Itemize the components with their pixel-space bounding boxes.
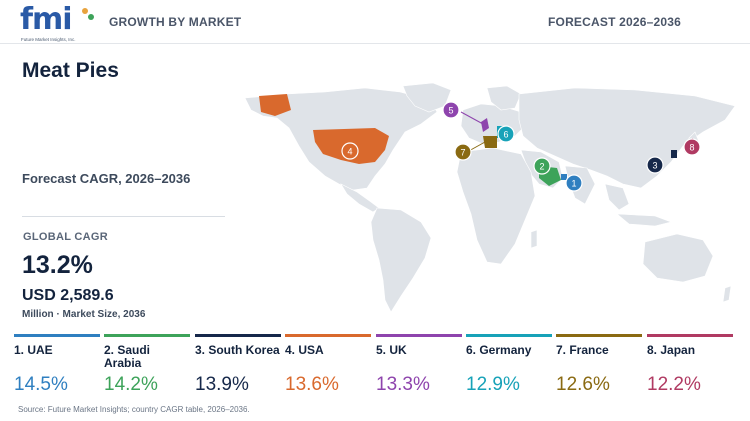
country-cagr-row: 1. UAE 14.5% 2. Saudi Arabia 14.2% 3. So… [14, 334, 744, 404]
fmi-logo[interactable]: fmi Future Market Insights, Inc. [20, 2, 94, 42]
country-shape-alaska[interactable] [259, 94, 291, 116]
country-name: 6. Germany [466, 343, 532, 357]
land-australia [642, 233, 714, 283]
country-cagr-value: 13.3% [376, 374, 430, 395]
country-name: 1. UAE [14, 343, 53, 357]
page-title: Meat Pies [22, 59, 119, 82]
country-name: 3. South Korea [195, 343, 280, 357]
country-card-japan[interactable]: 8. Japan 12.2% [647, 334, 733, 404]
map-marker-label: 8 [689, 143, 694, 153]
country-card-germany[interactable]: 6. Germany 12.9% [466, 334, 552, 404]
land-new-zealand [722, 285, 732, 303]
country-color-bar [14, 334, 100, 337]
world-map: 1 2 3 4 5 6 7 8 [244, 82, 736, 313]
country-shape-uk[interactable] [481, 118, 489, 132]
country-card-usa[interactable]: 4. USA 13.6% [285, 334, 371, 404]
land-madagascar [530, 229, 538, 249]
map-marker-label: 6 [503, 130, 508, 140]
logo-dot-icon [88, 14, 94, 20]
land-southeast-asia [604, 183, 630, 211]
land-scandinavia [486, 85, 522, 111]
country-shape-france[interactable] [483, 136, 497, 148]
country-color-bar [556, 334, 642, 337]
country-name: 2. Saudi Arabia [104, 343, 151, 370]
map-markers: 1 2 3 4 5 6 7 8 [341, 101, 701, 192]
country-cagr-value: 13.6% [285, 374, 339, 395]
country-name: 8. Japan [647, 343, 696, 357]
map-marker-label: 2 [539, 162, 544, 172]
country-name: 7. France [556, 343, 609, 357]
country-color-bar [195, 334, 281, 337]
global-cagr-label: GLOBAL CAGR [23, 231, 108, 243]
country-card-france[interactable]: 7. France 12.6% [556, 334, 642, 404]
marker-leader-line [460, 111, 484, 125]
global-cagr-value: 13.2% [22, 251, 93, 279]
country-shape-uae[interactable] [561, 174, 567, 180]
country-name: 5. UK [376, 343, 407, 357]
map-marker-japan[interactable]: 8 [683, 138, 701, 156]
country-card-south-korea[interactable]: 3. South Korea 13.9% [195, 334, 281, 404]
country-card-uk[interactable]: 5. UK 13.3% [376, 334, 462, 404]
logo-wordmark: fmi [20, 2, 73, 37]
land-masses [244, 82, 736, 313]
logo-dot-icon [82, 8, 88, 14]
country-cagr-value: 14.5% [14, 374, 68, 395]
map-marker-france[interactable]: 7 [454, 143, 472, 161]
land-south-america [370, 207, 432, 313]
country-color-bar [466, 334, 552, 337]
map-marker-usa[interactable]: 4 [341, 142, 359, 160]
map-marker-label: 7 [460, 148, 465, 158]
land-indonesia [616, 213, 673, 227]
map-marker-label: 5 [448, 106, 453, 116]
map-marker-uae[interactable]: 1 [565, 174, 583, 192]
country-cagr-value: 12.9% [466, 374, 520, 395]
market-size-note: Million · Market Size, 2036 [22, 309, 146, 320]
country-cagr-value: 14.2% [104, 374, 158, 395]
country-card-uae[interactable]: 1. UAE 14.5% [14, 334, 100, 404]
map-marker-label: 3 [652, 161, 657, 171]
market-size-value: USD 2,589.6 [22, 287, 114, 304]
country-cagr-value: 12.2% [647, 374, 701, 395]
country-cagr-value: 12.6% [556, 374, 610, 395]
country-shape-south-korea[interactable] [671, 150, 677, 158]
map-marker-saudi-arabia[interactable]: 2 [533, 157, 551, 175]
land-africa [456, 147, 536, 265]
map-marker-south-korea[interactable]: 3 [646, 156, 664, 174]
source-note: Source: Future Market Insights; country … [18, 405, 250, 414]
country-color-bar [376, 334, 462, 337]
map-marker-label: 1 [571, 179, 576, 189]
map-marker-label: 4 [347, 147, 352, 157]
land-asia [518, 87, 736, 189]
forecast-cagr-label: Forecast CAGR, 2026–2036 [22, 171, 191, 186]
country-color-bar [285, 334, 371, 337]
header-bar: fmi Future Market Insights, Inc. GROWTH … [0, 0, 750, 44]
logo-tagline: Future Market Insights, Inc. [21, 37, 76, 42]
country-color-bar [104, 334, 190, 337]
map-marker-germany[interactable]: 6 [497, 125, 515, 143]
country-name: 4. USA [285, 343, 324, 357]
country-cagr-value: 13.9% [195, 374, 249, 395]
country-color-bar [647, 334, 733, 337]
forecast-period-label: FORECAST 2026–2036 [548, 15, 681, 29]
divider [22, 216, 225, 217]
section-label: GROWTH BY MARKET [109, 15, 242, 29]
country-card-saudi-arabia[interactable]: 2. Saudi Arabia 14.2% [104, 334, 190, 404]
land-greenland [402, 82, 452, 113]
map-marker-uk[interactable]: 5 [442, 101, 460, 119]
